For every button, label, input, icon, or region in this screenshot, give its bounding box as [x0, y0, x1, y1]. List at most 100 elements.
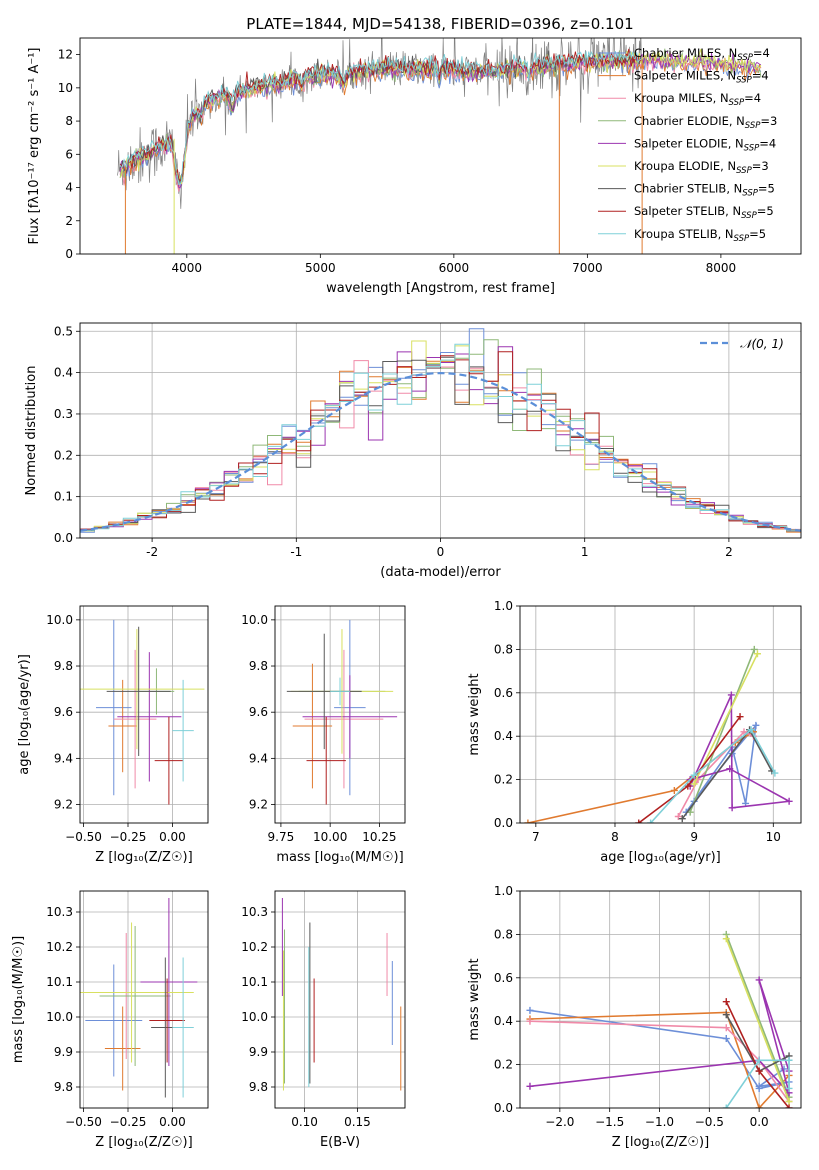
gridlines: [80, 606, 208, 823]
plus-marker: [785, 1084, 793, 1092]
error-bar-salpeter-stelib: [306, 716, 346, 805]
plus-marker: [526, 1006, 534, 1014]
plus-marker: [747, 726, 755, 734]
y-tick-label: 0.8: [494, 642, 513, 656]
plot-area: [526, 930, 793, 1108]
error-bar-salpeter-elodie: [140, 898, 198, 1066]
y-axis-label: mass weight: [467, 673, 482, 755]
error-bar-kroupa-miles: [304, 649, 384, 789]
plus-marker: [722, 1011, 730, 1019]
model-line-chabrier-stelib: [119, 50, 642, 184]
plus-marker: [785, 1056, 793, 1064]
x-axis-label: Z [log₁₀(Z/Z☉)]: [612, 1135, 709, 1150]
x-tick-label: 7000: [572, 261, 603, 275]
series-salpeter-elodie: [686, 691, 793, 812]
x-tick-label: 2: [725, 545, 733, 559]
plus-marker: [690, 771, 698, 779]
y-axis-label: Flux [fλ10⁻¹⁷ erg cm⁻² s⁻¹ A⁻¹]: [27, 48, 42, 245]
x-tick-label: 0.15: [344, 1115, 371, 1129]
y-tick-label: 10.3: [241, 905, 268, 919]
panel-spectrum: 4000 5000 6000 7000 8000 0 2 4 6 8 10 12 wavelength …: [27, 37, 802, 296]
normal-curve: [80, 371, 801, 532]
plus-marker: [722, 1104, 730, 1108]
error-bar-chabrier-stelib: [286, 633, 362, 750]
x-tick-label: −1.5: [595, 1115, 624, 1129]
y-tick-label: 8: [65, 114, 73, 128]
plus-marker: [674, 812, 682, 820]
x-axis-label: age [log₁₀(age/yr)]: [600, 850, 721, 865]
x-tick-label: 9.75: [268, 830, 295, 844]
y-tick-label: 9.6: [54, 705, 73, 719]
x-tick-label: -1: [290, 545, 302, 559]
y-tick-label: 9.8: [54, 1080, 73, 1094]
plot-area: [524, 645, 793, 823]
plus-marker: [684, 782, 692, 790]
series-chabrier-stelib: [678, 726, 776, 823]
series-kroupa-stelib: [647, 726, 779, 823]
y-tick-label: 4: [65, 181, 73, 195]
y-tick-label: 9.8: [249, 659, 268, 673]
x-tick-label: 10.00: [313, 830, 347, 844]
error-bar-salpeter-elodie: [302, 675, 398, 759]
series-line: [725, 1059, 790, 1108]
plus-marker: [727, 691, 735, 699]
x-tick-label: 10.25: [362, 830, 396, 844]
x-tick-label: 8: [611, 830, 619, 844]
plus-marker: [726, 765, 734, 773]
panel-residuals: -2 -1 0 1 2 0.0 0.1 0.2 0.3 0.4 0.5 (data-model)/er…: [24, 322, 802, 580]
plus-marker: [526, 1017, 534, 1025]
y-tick-label: 9.2: [249, 798, 268, 812]
error-bar-salpeter-miles: [292, 663, 333, 789]
error-bar-kroupa-stelib: [330, 677, 350, 706]
error-bar-kroupa-elodie: [80, 629, 205, 750]
series-line: [689, 649, 756, 813]
axes-frame: [79, 37, 802, 255]
y-tick-label: 6: [65, 147, 73, 161]
axes-frame: [519, 605, 802, 824]
series-line: [650, 728, 776, 823]
axes-frame: [79, 890, 209, 1109]
gridlines: [520, 890, 801, 1109]
plus-marker: [785, 1104, 793, 1108]
y-tick-label: 9.9: [54, 1045, 73, 1059]
x-tick-label: −0.25: [110, 1115, 147, 1129]
axes-frame: [519, 890, 802, 1109]
y-tick-label: 0.3: [54, 407, 73, 421]
plus-marker: [722, 1035, 730, 1043]
model-line-salpeter-stelib: [119, 48, 642, 181]
plus-marker: [755, 1104, 763, 1108]
y-tick-label: 0.1: [54, 490, 73, 504]
y-tick-label: 2: [65, 214, 73, 228]
y-tick-label: 10.0: [241, 1010, 268, 1024]
plus-marker: [755, 1082, 763, 1090]
x-axis-label: (data-model)/error: [380, 565, 501, 580]
legend-entry: Chabrier STELIB, NSSP=5: [634, 182, 775, 199]
x-axis-label: Z [log₁₀(Z/Z☉)]: [95, 850, 192, 865]
plus-marker: [785, 1097, 793, 1105]
plot-area: [117, 38, 762, 254]
plus-marker: [635, 819, 643, 823]
x-tick-label: -2: [146, 545, 158, 559]
legend-entry: Kroupa ELODIE, NSSP=3: [634, 159, 769, 176]
legend-entry: Salpeter MILES, NSSP=4: [634, 69, 769, 86]
x-tick-label: −0.50: [65, 1115, 102, 1129]
legend: Chabrier MILES, NSSP=4 Salpeter MILES, NS…: [598, 46, 777, 244]
y-tick-label: 0.4: [54, 366, 73, 380]
error-bar-kroupa-elodie: [80, 922, 194, 1063]
error-bar-kroupa-miles: [113, 649, 157, 789]
y-tick-label: 1.0: [494, 599, 513, 613]
plot-area: [80, 898, 198, 1098]
plot-area: [80, 619, 205, 805]
series-line: [529, 1011, 790, 1108]
panel-mass_vs_ebv: 0.10 0.15 9.8 9.9 10.0 10.1 10.2 10.3 E(B-V): [241, 890, 406, 1150]
error-bar-kroupa-stelib: [172, 957, 194, 1098]
series-kroupa-elodie: [722, 935, 793, 1105]
series-kroupa-stelib: [722, 1056, 793, 1108]
y-tick-label: 0.0: [54, 531, 73, 545]
x-tick-label: 4000: [172, 261, 203, 275]
plus-marker: [722, 935, 730, 943]
panel-mass_vs_Z: −0.50 −0.25 0.00 9.8 9.9 10.0 10.1 10.2 10.3 Z [l…: [11, 890, 209, 1150]
plus-marker: [752, 721, 760, 729]
y-tick-label: 0.2: [54, 448, 73, 462]
